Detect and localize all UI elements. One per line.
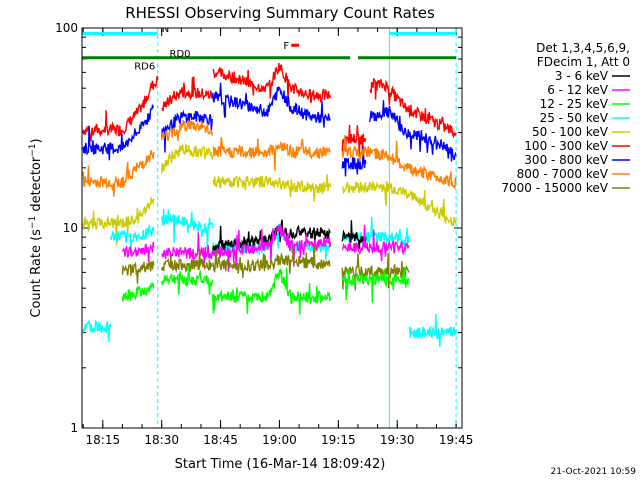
series-12-25-kev-line <box>341 267 410 303</box>
plot-frame <box>81 27 463 429</box>
flag-label-rd0: RD0 <box>170 49 191 60</box>
x-tick-label: 19:45 <box>439 433 474 447</box>
series-100-300-kev-line <box>341 124 367 156</box>
series-50-100-kev-line <box>212 174 332 202</box>
y-axis-label-mid: detector <box>29 156 44 216</box>
series-25-50-kev-line <box>82 318 112 342</box>
series-12-25-kev-line <box>212 267 332 315</box>
legend-entry-label: 7000 - 15000 keV <box>501 181 608 195</box>
x-tick-label: 19:30 <box>380 433 415 447</box>
legend-entry-label: 50 - 100 keV <box>532 125 609 139</box>
series-25-50-kev-line <box>161 208 214 250</box>
x-tick-label: 18:30 <box>144 433 179 447</box>
plot-area: 1 10 100 18:15 18:30 18:45 19:00 19:15 19:30 19:4… <box>55 21 473 447</box>
series-group: N F RD0 RD6 <box>82 24 457 428</box>
legend-header: FDecim 1, Att 0 <box>537 55 630 69</box>
series-12-25-kev-line <box>161 265 214 295</box>
series-7000-15000-kev-line <box>212 244 331 278</box>
series-7000-15000-kev-line <box>161 249 214 274</box>
legend-entry-label: 300 - 800 keV <box>524 153 608 167</box>
series-7000-15000-kev-line <box>121 260 155 284</box>
y-axis-label: Count Rate (s−1 detector−1) <box>28 138 44 317</box>
y-axis-label-main: Count Rate (s <box>29 229 44 318</box>
series-6-12-kev-line <box>341 224 410 262</box>
series-300-800-kev-line <box>212 82 331 128</box>
series-100-300-kev-line <box>161 76 214 112</box>
legend-header: Det 1,3,4,5,6,9, <box>536 41 630 55</box>
series-300-800-kev-line <box>82 104 155 161</box>
series-800-7000-kev-line <box>212 137 331 171</box>
series-50-100-kev-line <box>82 197 155 245</box>
y-axis-label-sup-2: −1 <box>28 143 38 156</box>
series-50-100-kev-line <box>341 180 457 227</box>
x-tick-label: 19:00 <box>262 433 297 447</box>
flag-label-f: F <box>283 41 289 52</box>
legend-entry-label: 12 - 25 keV <box>540 97 609 111</box>
flag-label-n: N <box>162 24 169 35</box>
chart-title: RHESSI Observing Summary Count Rates <box>125 4 435 22</box>
legend-entry-label: 25 - 50 keV <box>540 111 609 125</box>
legend-entry-label: 3 - 6 keV <box>555 69 609 83</box>
series-800-7000-kev-line <box>161 119 214 142</box>
series-3-6-kev-line <box>341 220 367 250</box>
series-800-7000-kev-line <box>341 135 457 190</box>
x-tick-label: 18:45 <box>203 433 238 447</box>
timestamp: 21-Oct-2021 10:59 <box>551 467 637 477</box>
y-axis-label-sup-1: −1 <box>28 216 38 229</box>
flag-label-rd6: RD6 <box>134 61 155 72</box>
legend-entry-label: 100 - 300 keV <box>524 139 608 153</box>
series-12-25-kev-line <box>121 281 155 302</box>
series-25-50-kev-line <box>110 224 155 257</box>
x-tick-label: 18:15 <box>86 433 121 447</box>
series-300-800-kev-line <box>341 146 367 177</box>
legend-entry-label: 6 - 12 keV <box>547 83 609 97</box>
y-tick-label: 1 <box>70 421 78 435</box>
series-25-50-kev-line <box>408 314 457 348</box>
series-100-300-kev-line <box>82 75 159 142</box>
legend-entry-label: 800 - 7000 keV <box>517 167 609 181</box>
series-100-300-kev-line <box>212 62 332 104</box>
y-tick-label: 10 <box>63 221 78 235</box>
series-100-300-kev-line <box>369 77 457 139</box>
x-tick-label: 19:15 <box>321 433 356 447</box>
x-axis-label: Start Time (16-Mar-14 18:09:42) <box>175 457 386 472</box>
series-50-100-kev-line <box>161 143 214 174</box>
series-300-800-kev-line <box>369 100 457 162</box>
legend: Det 1,3,4,5,6,9,FDecim 1, Att 03 - 6 keV… <box>501 41 630 195</box>
series-6-12-kev-line <box>212 224 332 272</box>
y-tick-label: 100 <box>55 21 78 35</box>
series-800-7000-kev-line <box>82 150 155 197</box>
y-axis-label-end: ) <box>29 138 44 143</box>
